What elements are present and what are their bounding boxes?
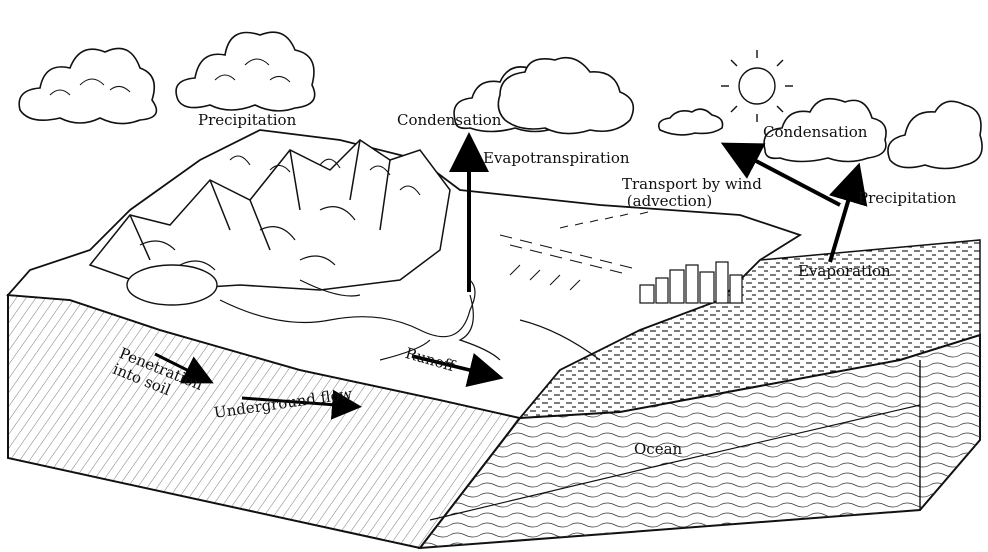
cloud-right-2 [887, 100, 983, 170]
advection-arrow [720, 142, 841, 207]
label-condensation-center: Condensation [397, 111, 502, 129]
city [639, 261, 743, 304]
cloud-small [657, 108, 724, 136]
cloud-center-2 [497, 56, 635, 135]
cloud-left-2 [175, 31, 316, 112]
label-condensation-right: Condensation [763, 123, 868, 141]
cloud-left-1 [18, 47, 158, 125]
mountain-range [88, 139, 451, 291]
sun-icon [721, 50, 793, 122]
label-evapotranspiration: Evapotranspiration [483, 149, 630, 167]
label-evaporation: Evaporation [798, 262, 891, 280]
lake [126, 264, 218, 306]
label-ocean: Ocean [634, 440, 683, 458]
runoff-arrow [411, 353, 504, 388]
farmland [499, 211, 649, 291]
penetration-arrow [154, 352, 214, 384]
arrows [154, 132, 868, 420]
clouds [18, 31, 983, 170]
evaporation-arrow [828, 162, 868, 263]
label-precipitation-right: Precipitation [858, 189, 957, 207]
underground-flow-arrow [241, 389, 362, 420]
cloud-right-1 [763, 97, 887, 163]
label-transport-by-wind: Transport by wind (advection) [622, 175, 762, 210]
label-precipitation-left: Precipitation [198, 111, 297, 129]
